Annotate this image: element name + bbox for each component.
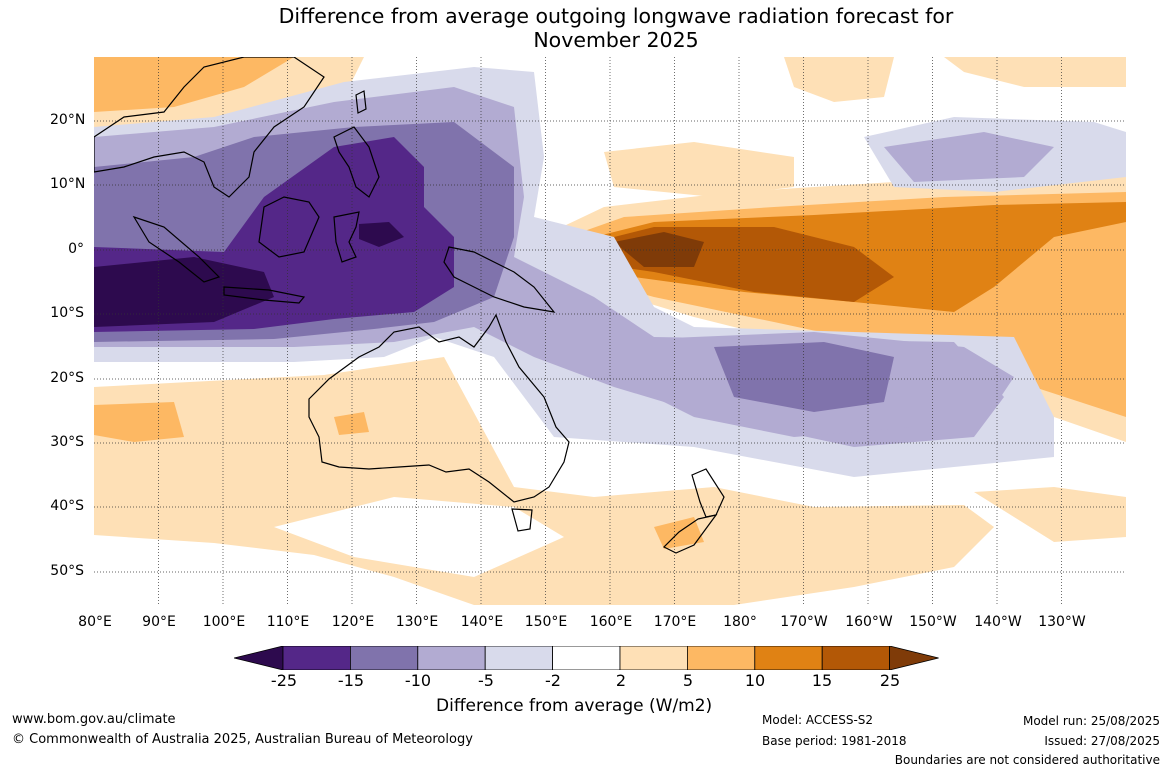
lon-label-140w: 140°W <box>974 614 1022 630</box>
lat-label-50s: 50°S <box>50 563 84 579</box>
issued-label: Issued: 27/08/2025 <box>1044 734 1160 748</box>
asia-mainland-coastline <box>94 57 325 198</box>
north-pacific-medium-purple <box>884 132 1054 182</box>
sumatra-coastline <box>132 215 221 283</box>
colorbar-extend-low <box>234 646 284 670</box>
lon-label-160w: 160°W <box>845 614 893 630</box>
lon-label-110e: 110°E <box>266 614 310 630</box>
model-label: Model: ACCESS-S2 <box>762 713 874 727</box>
lon-label-180: 180° <box>723 614 757 630</box>
nz-orange-blob <box>654 517 704 549</box>
lon-label-160e: 160°E <box>589 614 633 630</box>
model-run-label: Model run: 25/08/2025 <box>1022 714 1160 728</box>
maritime-deep-core-2 <box>359 222 404 247</box>
colorbar-cell-7 <box>686 646 756 670</box>
colorbar-tick-10: 10 <box>744 671 766 690</box>
lat-label-20n: 20°N <box>50 112 86 128</box>
graticule <box>94 57 1126 605</box>
java-coastline <box>223 286 306 304</box>
base-period-label: Base period: 1981-2018 <box>762 734 907 748</box>
ne-light-orange-field-2 <box>944 57 1126 87</box>
lat-label-10n: 10°N <box>50 176 86 192</box>
colorbar-tick-neg5: -5 <box>478 671 494 690</box>
maritime-deepest-purple-field <box>94 257 274 327</box>
lon-label-140e: 140°E <box>460 614 504 630</box>
colorbar-tick-neg2: -2 <box>545 671 561 690</box>
equatorial-deep-brown-core <box>614 232 704 267</box>
colorbar-cell-9 <box>821 646 891 670</box>
website-link[interactable]: www.bom.gov.au/climate <box>12 712 176 727</box>
lon-label-100e: 100°E <box>202 614 246 630</box>
ne-light-orange-field <box>784 57 894 102</box>
colorbar-title: Difference from average (W/m2) <box>436 696 713 716</box>
title-line-2: November 2025 <box>533 28 699 52</box>
colorbar-cell-4 <box>484 646 553 670</box>
lon-label-150e: 150°E <box>524 614 568 630</box>
south-pacific-medium-purple <box>714 342 894 412</box>
borneo-coastline <box>258 196 320 258</box>
colorbar-tick-5: 5 <box>682 671 694 690</box>
north-pacific-light-orange-band <box>604 142 794 197</box>
colorbar-tick-neg15: -15 <box>337 671 365 690</box>
taiwan-coastline <box>355 90 367 114</box>
colorbar-cell-1 <box>282 646 351 670</box>
australia-coastline <box>308 313 570 503</box>
lon-label-80e: 80°E <box>78 614 112 630</box>
lon-label-120e: 120°E <box>331 614 375 630</box>
lon-label-130w: 130°W <box>1038 614 1086 630</box>
lat-label-40s: 40°S <box>50 498 84 514</box>
lon-label-90e: 90°E <box>142 614 176 630</box>
colorbar-tick-neg25: -25 <box>270 671 298 690</box>
map-title: Difference from average outgoing longwav… <box>0 4 1173 52</box>
lon-label-170w: 170°W <box>780 614 828 630</box>
colorbar-tick-15: 15 <box>811 671 833 690</box>
colorbar-cell-3 <box>417 646 486 670</box>
copyright-text: © Commonwealth of Australia 2025, Austra… <box>12 732 473 747</box>
colorbar-cell-8 <box>754 646 823 670</box>
lat-label-10s: 10°S <box>50 305 84 321</box>
west-pacific-orange-blob <box>94 402 184 442</box>
olr-anomaly-map <box>94 57 1126 605</box>
lat-label-30s: 30°S <box>50 434 84 450</box>
philippines-coastline <box>333 126 380 198</box>
wa-orange-blob <box>334 412 369 435</box>
colorbar-cell-5 <box>552 646 621 670</box>
colorbar-tick-2: 2 <box>615 671 627 690</box>
new-zealand-south-coastline <box>662 514 718 554</box>
title-line-1: Difference from average outgoing longwav… <box>278 4 954 28</box>
colorbar-cell-6 <box>619 646 688 670</box>
lat-label-equator: 0° <box>68 241 84 257</box>
tasmania-coastline <box>511 508 533 532</box>
colorbar-tick-neg10: -10 <box>404 671 432 690</box>
nw-orange-field <box>94 57 294 112</box>
boundaries-disclaimer: Boundaries are not considered authoritat… <box>894 753 1160 767</box>
lon-label-130e: 130°E <box>395 614 439 630</box>
south-east-light-orange-blob <box>974 487 1126 542</box>
coastlines <box>94 57 725 554</box>
colorbar-cell-2 <box>350 646 419 670</box>
lon-label-150w: 150°W <box>909 614 957 630</box>
colorbar-extend-high <box>889 646 939 670</box>
lon-label-170e: 170°E <box>653 614 697 630</box>
south-white-gap <box>274 497 564 577</box>
colorbar-legend <box>234 646 939 670</box>
colorbar-tick-25: 25 <box>879 671 901 690</box>
anomaly-fields <box>94 57 1126 605</box>
lat-label-20s: 20°S <box>50 370 84 386</box>
sulawesi-coastline <box>333 211 360 263</box>
map-canvas <box>94 57 1126 605</box>
new-guinea-coastline <box>443 246 556 313</box>
